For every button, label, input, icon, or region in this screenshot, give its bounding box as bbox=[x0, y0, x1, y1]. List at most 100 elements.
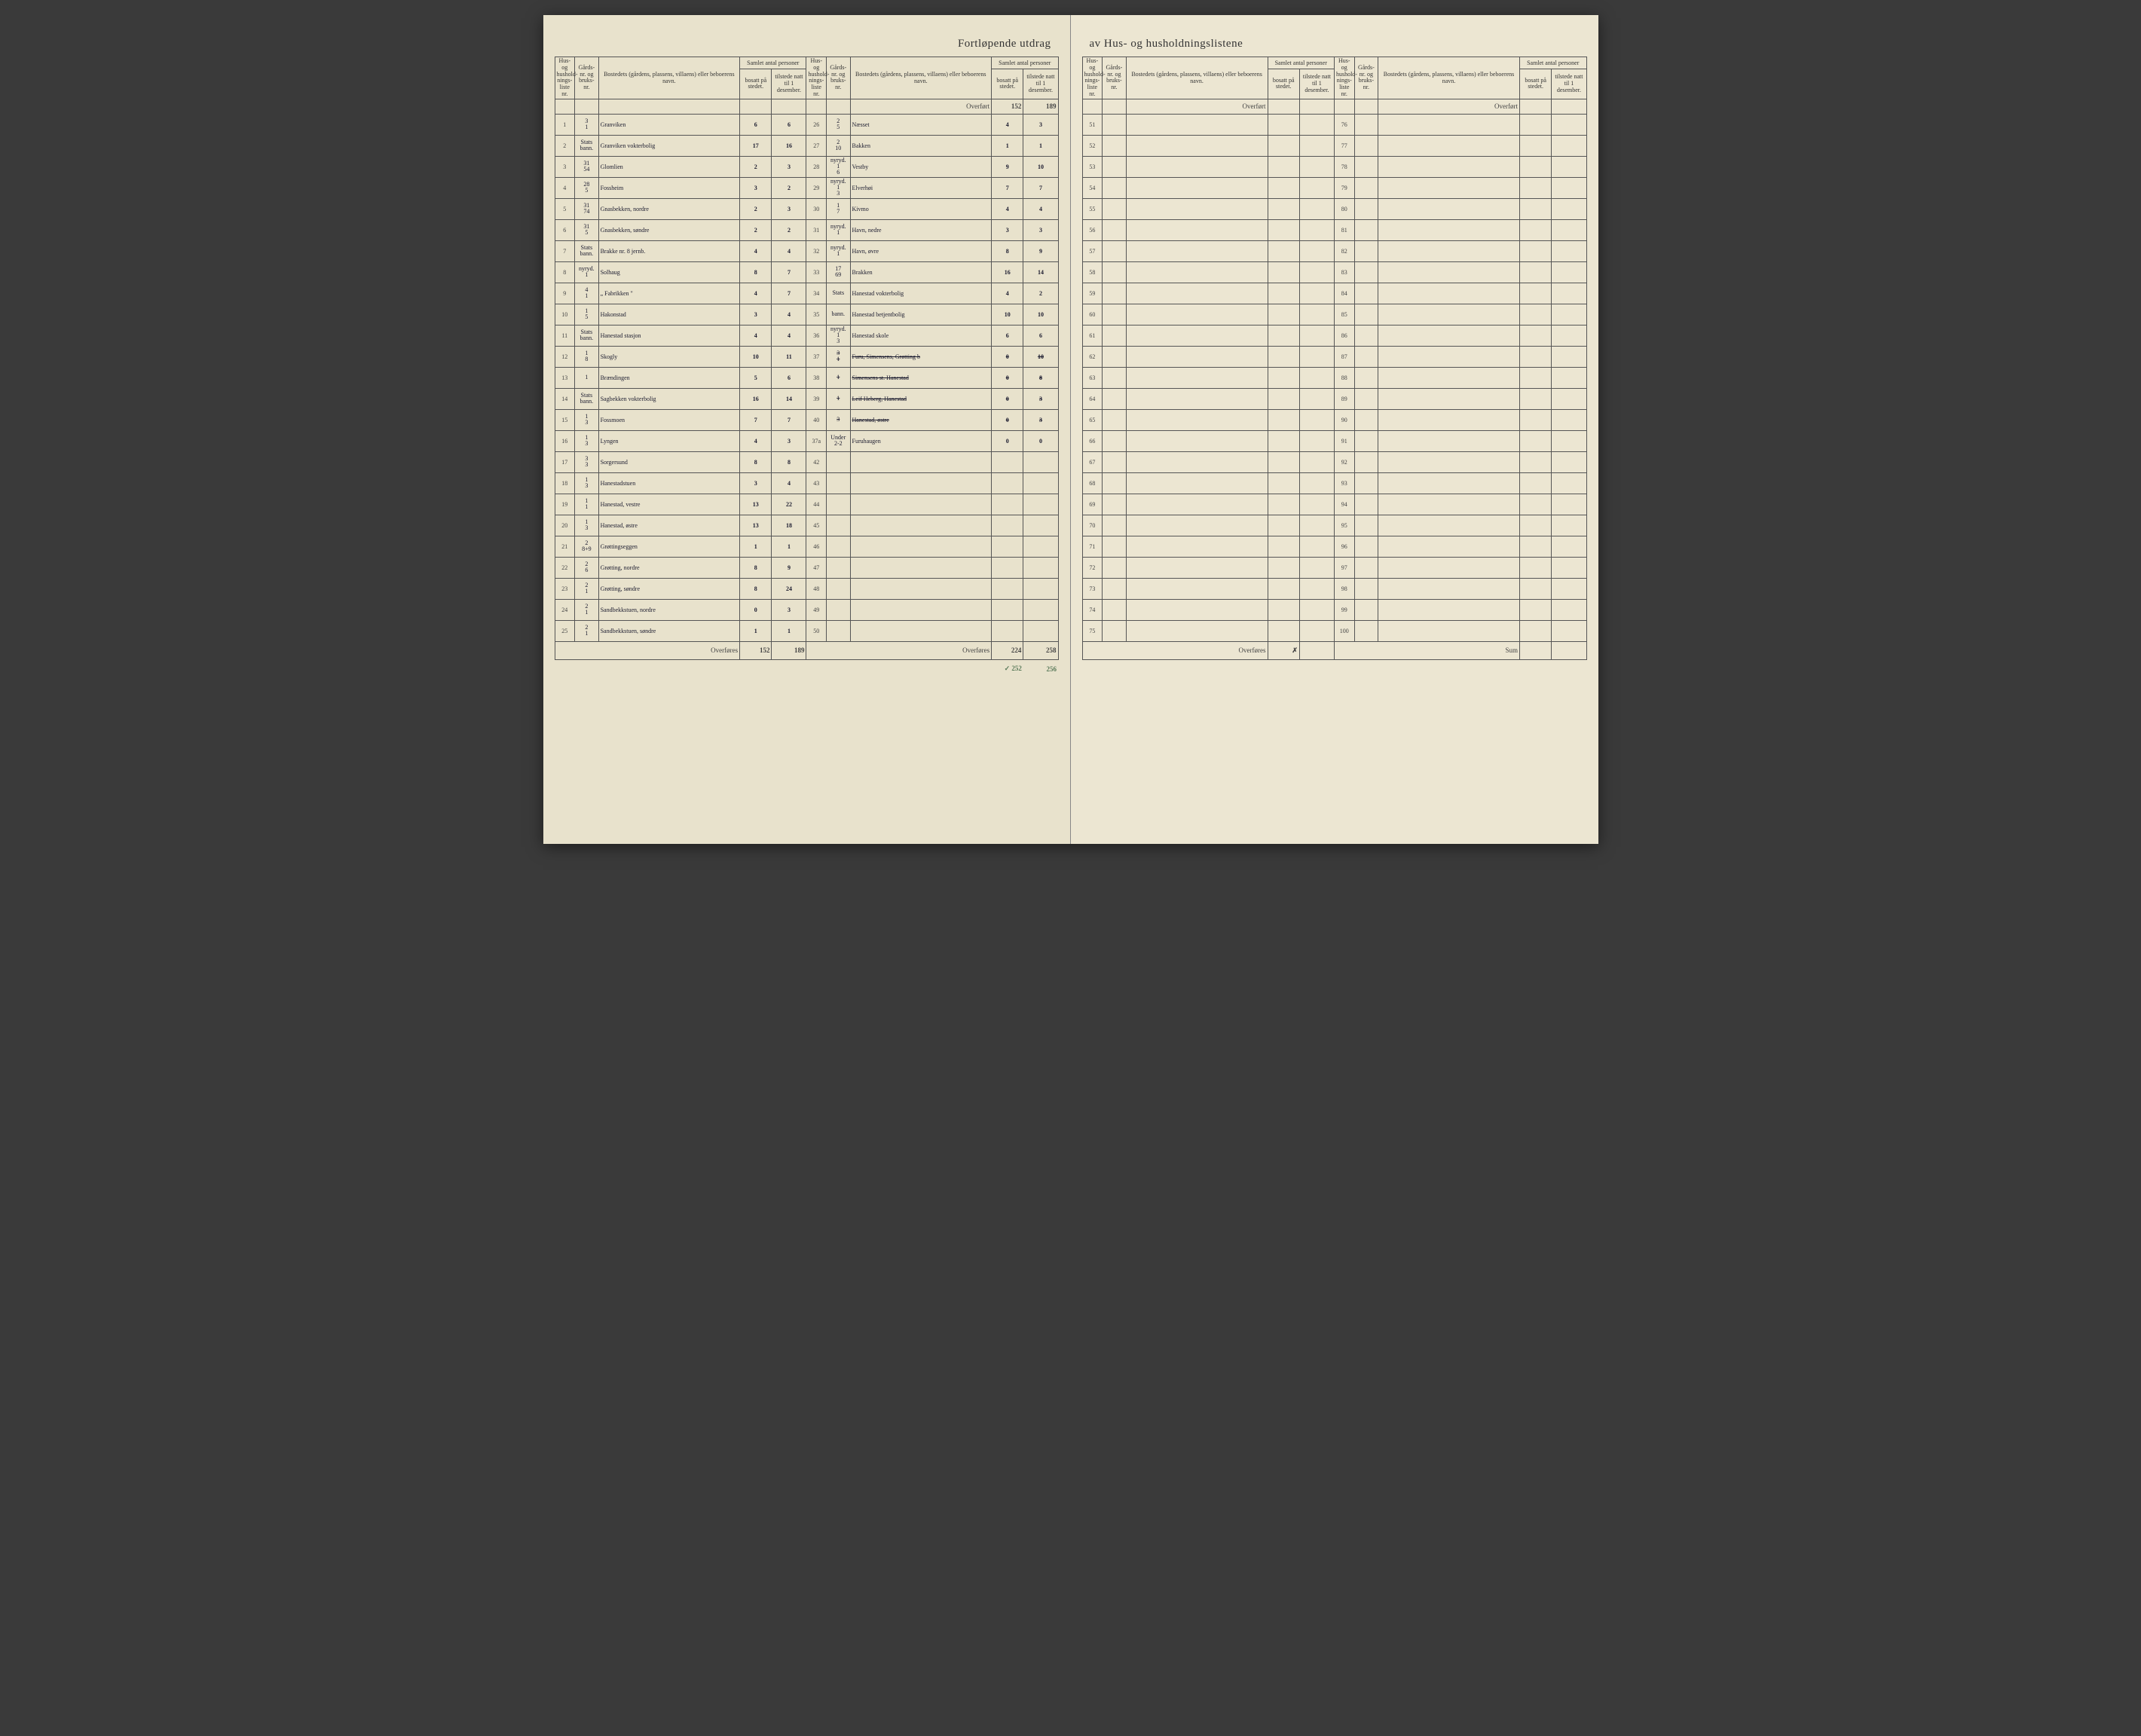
tilstede-val: 2 bbox=[772, 177, 806, 198]
bosatt-val: 1 bbox=[992, 135, 1023, 156]
row-num: 86 bbox=[1334, 325, 1354, 346]
tilstede-val bbox=[1023, 599, 1058, 620]
tilstede-val: 9 bbox=[772, 557, 806, 578]
bosatt-val: 2 bbox=[740, 198, 772, 219]
row-num: 68 bbox=[1082, 472, 1103, 494]
bosted-name: Lyngen bbox=[598, 430, 740, 451]
row-num: 60 bbox=[1082, 304, 1103, 325]
row-num: 20 bbox=[555, 515, 575, 536]
hdr-gard-r: Gårds-nr. og bruks-nr. bbox=[1103, 57, 1127, 99]
row-num: 94 bbox=[1334, 494, 1354, 515]
bosatt-val: 0 bbox=[740, 599, 772, 620]
tilstede-val: 3 bbox=[1023, 409, 1058, 430]
bosatt-val: 4 bbox=[740, 283, 772, 304]
row-num: 43 bbox=[806, 472, 827, 494]
bosatt-val bbox=[992, 620, 1023, 641]
tilstede-val: 7 bbox=[772, 261, 806, 283]
bosatt-val bbox=[992, 494, 1023, 515]
tilstede-val bbox=[1023, 451, 1058, 472]
row-num: 52 bbox=[1082, 135, 1103, 156]
row-num: 84 bbox=[1334, 283, 1354, 304]
bosted-name bbox=[850, 515, 992, 536]
row-num: 44 bbox=[806, 494, 827, 515]
bosted-name: Grøtting, nordre bbox=[598, 557, 740, 578]
row-num: 21 bbox=[555, 536, 575, 557]
row-num: 13 bbox=[555, 367, 575, 388]
gard-nr: 315 bbox=[575, 219, 598, 240]
gard-nr: 3 bbox=[827, 409, 850, 430]
overfores-label-r1: Overføres bbox=[1082, 641, 1268, 659]
gard-nr: 210 bbox=[827, 135, 850, 156]
row-num: 77 bbox=[1334, 135, 1354, 156]
gard-nr: 25 bbox=[827, 114, 850, 135]
bosted-name: Leif Heberg, Hanestad bbox=[850, 388, 992, 409]
left-page: Fortløpende utdrag Hus- og hushold-nings… bbox=[543, 15, 1071, 844]
bosatt-val: 1 bbox=[740, 620, 772, 641]
tilstede-val: 3 bbox=[1023, 219, 1058, 240]
tilstede-val: 3 bbox=[772, 430, 806, 451]
tilstede-val: 7 bbox=[1023, 177, 1058, 198]
tilstede-val: 4 bbox=[1023, 198, 1058, 219]
tilstede-val: 4 bbox=[772, 304, 806, 325]
bosted-name: Sandbekkstuen, nordre bbox=[598, 599, 740, 620]
bosted-name: Vestby bbox=[850, 156, 992, 177]
table-row: 12 18 Skogly 10 11 37 31 Furu, Simensens… bbox=[555, 346, 1058, 367]
row-num: 93 bbox=[1334, 472, 1354, 494]
bosatt-val: 8 bbox=[992, 240, 1023, 261]
table-row: 57 82 bbox=[1082, 240, 1586, 261]
gard-nr: nyryd. 13 bbox=[827, 177, 850, 198]
row-num: 10 bbox=[555, 304, 575, 325]
overfort-bosatt-1 bbox=[740, 99, 772, 114]
tilstede-val bbox=[1023, 515, 1058, 536]
hdr-samlet: Samlet antal personer bbox=[740, 57, 806, 69]
tilstede-val: 8 bbox=[1023, 367, 1058, 388]
row-num: 61 bbox=[1082, 325, 1103, 346]
bosted-name: Hanestad skole bbox=[850, 325, 992, 346]
row-num: 29 bbox=[806, 177, 827, 198]
gard-nr bbox=[827, 557, 850, 578]
table-row: 53 78 bbox=[1082, 156, 1586, 177]
table-row: 58 83 bbox=[1082, 261, 1586, 283]
hdr-bosatt: bosatt på stedet. bbox=[740, 69, 772, 99]
row-num: 31 bbox=[806, 219, 827, 240]
bosted-name: Brakke nr. 8 jernb. bbox=[598, 240, 740, 261]
row-num: 1 bbox=[555, 114, 575, 135]
gard-nr: bann. bbox=[827, 304, 850, 325]
ledger-table-right: Hus- og hushold-nings-liste nr. Gårds-nr… bbox=[1082, 57, 1587, 660]
tilstede-val: 0 bbox=[1023, 430, 1058, 451]
bosted-name: Hanestad, østre bbox=[598, 515, 740, 536]
row-num: 76 bbox=[1334, 114, 1354, 135]
bosatt-val: 4 bbox=[740, 325, 772, 346]
row-num: 30 bbox=[806, 198, 827, 219]
hdr-bosted: Bostedets (gårdens, plassens, villaens) … bbox=[598, 57, 740, 99]
table-row: 60 85 bbox=[1082, 304, 1586, 325]
gard-nr bbox=[827, 451, 850, 472]
bosted-name: Gnasbekken, nordre bbox=[598, 198, 740, 219]
row-num: 25 bbox=[555, 620, 575, 641]
overfort-label-r1: Overført bbox=[1126, 99, 1268, 114]
bosatt-val: 16 bbox=[740, 388, 772, 409]
row-num: 54 bbox=[1082, 177, 1103, 198]
gard-nr: Stats bann. bbox=[575, 240, 598, 261]
row-num: 47 bbox=[806, 557, 827, 578]
row-num: 73 bbox=[1082, 578, 1103, 599]
row-num: 40 bbox=[806, 409, 827, 430]
tilstede-val: 6 bbox=[772, 114, 806, 135]
row-num: 4 bbox=[555, 177, 575, 198]
tilstede-val: 10 bbox=[1023, 156, 1058, 177]
tilstede-val: 7 bbox=[772, 409, 806, 430]
tilstede-val: 11 bbox=[772, 346, 806, 367]
bosatt-val bbox=[992, 536, 1023, 557]
gard-nr: 18 bbox=[575, 346, 598, 367]
bosted-name: Hanestad betjentbolig bbox=[850, 304, 992, 325]
row-num: 11 bbox=[555, 325, 575, 346]
row-num: 87 bbox=[1334, 346, 1354, 367]
gard-nr: nyryd. 1 bbox=[575, 261, 598, 283]
gard-nr: Under 2-2 bbox=[827, 430, 850, 451]
tilstede-val: 8 bbox=[772, 451, 806, 472]
bosted-name: Glomlien bbox=[598, 156, 740, 177]
bosted-name bbox=[850, 578, 992, 599]
table-row: 4 285 Fossheim 3 2 29 nyryd. 13 Elverhøi… bbox=[555, 177, 1058, 198]
tilstede-val bbox=[1023, 536, 1058, 557]
bosted-name: Furu, Simensens, Grøtting b bbox=[850, 346, 992, 367]
